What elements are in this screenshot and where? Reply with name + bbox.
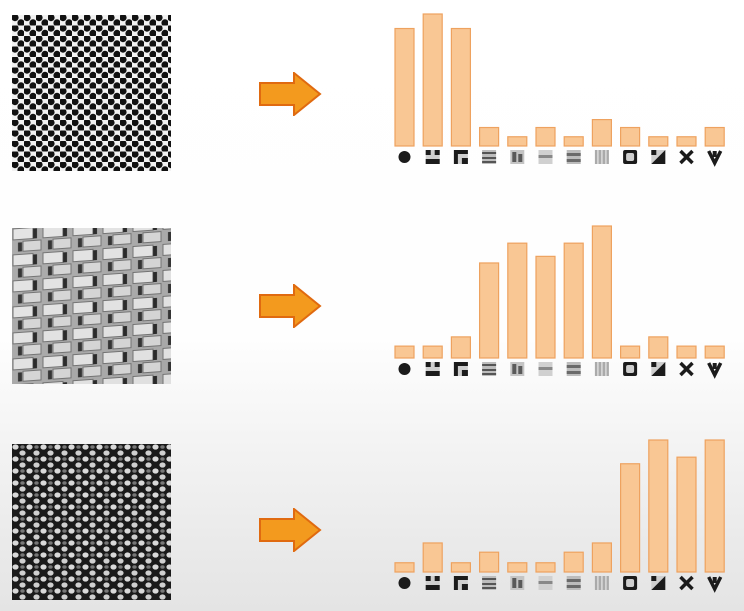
diag-texton-icon [651, 576, 666, 590]
diag-texton-icon [651, 150, 666, 164]
histogram-bar-bars-b [535, 126, 556, 147]
histogram-bar-bars-b [535, 255, 556, 359]
bars-c-texton-icon [566, 576, 581, 590]
histogram-bar-ring [620, 463, 641, 573]
histogram-bar-vee [704, 126, 725, 147]
corner-a-texton-icon [425, 150, 440, 164]
histogram-bar-diag [648, 439, 669, 573]
dot-texton-icon [398, 151, 411, 163]
bars-a-texton-icon [482, 362, 497, 376]
bars-a-texton-icon [482, 150, 497, 164]
texton-histogram-3 [390, 434, 730, 604]
histogram-bar-corner-b [450, 336, 472, 359]
ring-texton-icon [623, 362, 638, 376]
histogram-bar-blob [507, 562, 528, 573]
histogram-bar-blob [507, 136, 528, 147]
arrow-right-icon [258, 70, 322, 118]
bars-d-texton-icon [594, 362, 609, 376]
histogram-bar-dot [394, 562, 415, 573]
corner-a-texton-icon [425, 576, 440, 590]
diag-texton-icon [651, 362, 666, 376]
vee-texton-icon [707, 362, 723, 379]
ring-texton-icon [623, 150, 638, 164]
histogram-bar-corner-b [450, 562, 472, 573]
bars-b-texton-icon [538, 576, 553, 590]
cross-texton-icon [679, 361, 694, 377]
histogram-bar-vee [704, 439, 725, 573]
vee-texton-icon [707, 150, 723, 167]
dot-texton-icon [398, 577, 411, 589]
histogram-bar-vee [704, 345, 725, 359]
hexagonal-dot-grid-texture-icon [12, 15, 171, 171]
bars-c-texton-icon [566, 362, 581, 376]
corner-a-texton-icon [425, 362, 440, 376]
histogram-bar-bars-a [478, 551, 500, 573]
histogram-bar-diag [648, 136, 669, 147]
histogram-bar-cross [676, 345, 697, 359]
woven-brick-texture-icon [12, 228, 171, 384]
histogram-bar-ring [620, 345, 641, 359]
blob-texton-icon [510, 576, 525, 590]
histogram-bar-corner-a [422, 542, 443, 573]
corner-b-texton-icon [453, 362, 468, 376]
bars-b-texton-icon [538, 362, 553, 376]
texton-histogram-2 [390, 220, 730, 390]
cross-texton-icon [679, 149, 694, 165]
histogram-bar-bars-a [478, 126, 500, 147]
arrow-right-icon [258, 506, 322, 554]
histogram-bar-bars-d [591, 118, 612, 147]
histogram-bar-corner-a [422, 13, 443, 147]
histogram-bar-bars-a [478, 262, 500, 359]
bars-a-texton-icon [482, 576, 497, 590]
histogram-bar-corner-a [422, 345, 443, 359]
histogram-bar-bars-d [591, 542, 612, 573]
histogram-bar-corner-b [450, 27, 472, 147]
blob-texton-icon [510, 150, 525, 164]
histogram-bar-dot [394, 345, 415, 359]
histogram-bar-cross [676, 136, 697, 147]
histogram-bar-bars-c [563, 551, 584, 573]
vee-texton-icon [707, 576, 723, 593]
bars-d-texton-icon [594, 576, 609, 590]
histogram-bar-blob [507, 242, 528, 359]
histogram-bar-bars-b [535, 562, 556, 573]
ring-texton-icon [623, 576, 638, 590]
blob-texton-icon [510, 362, 525, 376]
texton-histogram-1 [390, 8, 730, 178]
histogram-bar-bars-c [563, 136, 584, 147]
histogram-bar-ring [620, 126, 641, 147]
histogram-bar-diag [648, 336, 669, 359]
histogram-bar-bars-c [563, 242, 584, 359]
histogram-bar-dot [394, 27, 415, 147]
bars-c-texton-icon [566, 150, 581, 164]
arrow-right-icon [258, 282, 322, 330]
cellular-honeycomb-texture-icon [12, 444, 171, 600]
bars-b-texton-icon [538, 150, 553, 164]
histogram-bar-bars-d [591, 225, 612, 359]
histogram-bar-cross [676, 456, 697, 573]
bars-d-texton-icon [594, 150, 609, 164]
cross-texton-icon [679, 575, 694, 591]
dot-texton-icon [398, 363, 411, 375]
corner-b-texton-icon [453, 576, 468, 590]
corner-b-texton-icon [453, 150, 468, 164]
